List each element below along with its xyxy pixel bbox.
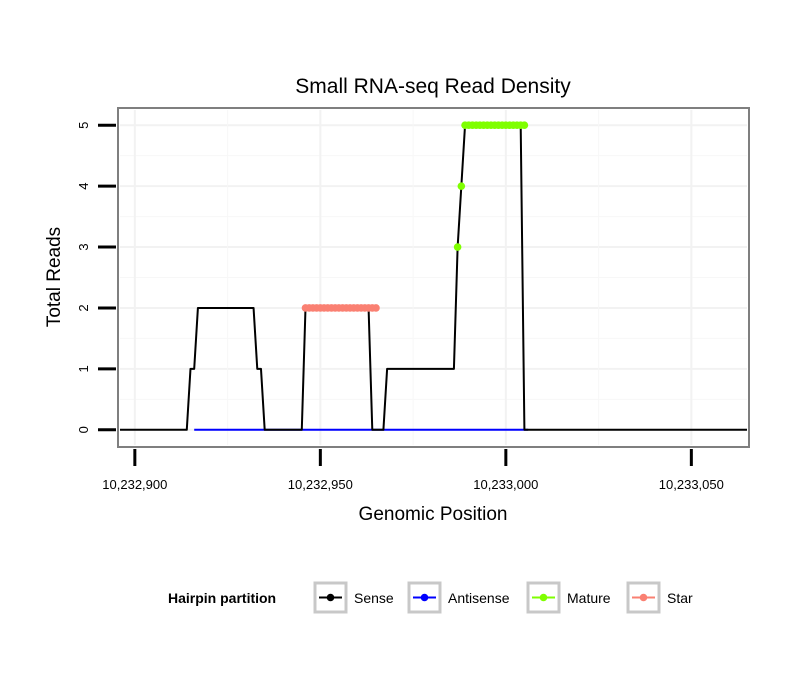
data-series xyxy=(120,121,747,431)
y-tick-label: 3 xyxy=(76,243,91,250)
data-point-star xyxy=(372,304,380,312)
data-point-mature xyxy=(457,182,466,190)
legend-item-mature: Mature xyxy=(526,581,611,614)
y-axis: 0 1 2 3 4 5 xyxy=(76,122,116,433)
legend-title: Hairpin partition xyxy=(168,590,276,606)
legend-item-sense: Sense xyxy=(313,581,394,614)
x-axis: 10,232,900 10,232,950 10,233,000 10,233,050 xyxy=(102,449,724,492)
x-tick-label: 10,232,950 xyxy=(288,477,353,492)
legend-key-point xyxy=(420,593,429,602)
legend-key-point xyxy=(639,593,648,602)
legend-label: Mature xyxy=(567,590,611,606)
y-tick-label: 2 xyxy=(76,304,91,311)
legend: Hairpin partition Sense Antisense Mature St… xyxy=(168,581,693,614)
chart-title: Small RNA-seq Read Density xyxy=(295,75,571,98)
legend-item-antisense: Antisense xyxy=(407,581,510,614)
y-tick-label: 0 xyxy=(76,426,91,433)
legend-key-point xyxy=(326,593,335,602)
y-tick-label: 5 xyxy=(76,122,91,129)
y-tick-label: 4 xyxy=(76,183,91,190)
x-tick-label: 10,233,050 xyxy=(659,477,724,492)
legend-item-star: Star xyxy=(626,581,693,614)
legend-key-point xyxy=(539,593,548,602)
legend-label: Antisense xyxy=(448,590,510,606)
x-tick-label: 10,233,000 xyxy=(473,477,538,492)
legend-label: Star xyxy=(667,590,693,606)
y-tick-label: 1 xyxy=(76,365,91,372)
x-axis-title: Genomic Position xyxy=(359,504,508,525)
x-tick-label: 10,232,900 xyxy=(102,477,167,492)
y-axis-title: Total Reads xyxy=(44,227,65,327)
data-point-mature xyxy=(520,121,529,130)
data-point-mature xyxy=(453,243,462,251)
legend-label: Sense xyxy=(354,590,394,606)
